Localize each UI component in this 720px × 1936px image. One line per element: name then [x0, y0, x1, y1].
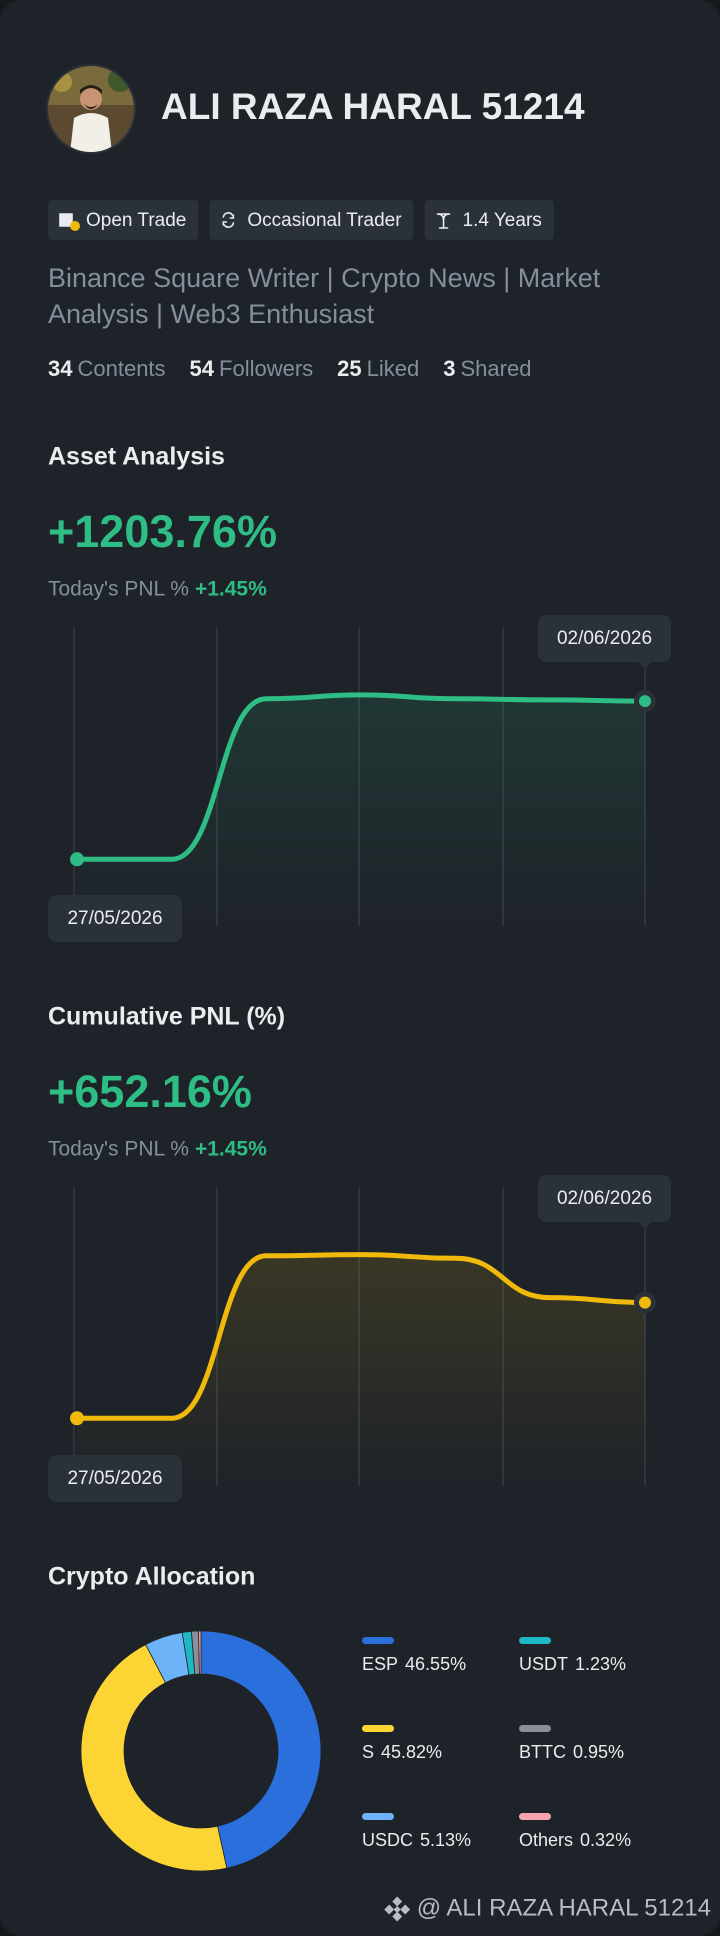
legend-name: USDT [519, 1654, 568, 1674]
line [74, 692, 648, 862]
badge-label: Occasional Trader [247, 210, 402, 231]
date-bubble [538, 615, 671, 662]
badge: 1.4 Years [424, 200, 554, 240]
bio: Binance Square Writer | Crypto News | Ma… [48, 263, 601, 329]
stat-count: 3 [443, 356, 455, 381]
donut-segment [198, 1630, 202, 1675]
badge-background [209, 200, 414, 240]
legend-swatch [519, 1813, 551, 1820]
date-bubble [538, 1175, 671, 1222]
stat-label: Shared [461, 356, 532, 381]
stat-count: 25 [337, 356, 361, 381]
legend-swatch [362, 1637, 394, 1644]
date-bubble [48, 895, 182, 942]
start-dot [70, 1411, 84, 1426]
badge-label: 1.4 Years [463, 210, 542, 231]
section-title: Asset Analysis [48, 443, 225, 471]
headline-value: +652.16% [48, 1066, 252, 1117]
stat-count: 34 [48, 356, 73, 381]
start-date: 27/05/2026 [67, 908, 162, 929]
legend-swatch [362, 1725, 394, 1732]
legend-name: Others [519, 1830, 573, 1850]
end-date: 02/06/2026 [557, 628, 652, 649]
line-area [77, 694, 645, 926]
line [74, 1252, 648, 1421]
avatar-ring [46, 64, 136, 154]
end-date: 02/06/2026 [557, 1188, 652, 1209]
badge: Open Trade [48, 200, 199, 240]
badge-label: Open Trade [86, 210, 186, 231]
binance-logo [384, 1896, 411, 1922]
footer-text: @ ALI RAZA HARAL 51214 [417, 1894, 711, 1921]
legend-value: 0.32% [580, 1830, 631, 1850]
stat-label: Contents [77, 356, 165, 381]
start-date: 27/05/2026 [67, 1468, 162, 1489]
legend-value: 1.23% [575, 1654, 626, 1674]
legend-name: USDC [362, 1830, 413, 1850]
pnl-label: Today's PNL % [48, 1138, 189, 1161]
pnl-label: Today's PNL % [48, 578, 189, 601]
end-dot [639, 1296, 651, 1309]
stat-label: Liked [367, 356, 420, 381]
badge: Occasional Trader [209, 200, 414, 240]
line-area [77, 1254, 645, 1486]
badge-background [424, 200, 554, 240]
section-title: Crypto Allocation [48, 1563, 255, 1591]
legend-name: S [362, 1742, 374, 1762]
bio-box: Binance Square Writer | Crypto News | Ma… [48, 263, 601, 329]
section-title: Cumulative PNL (%) [48, 1003, 285, 1031]
pnl-value: +1.45% [195, 1138, 267, 1161]
avatar[interactable] [47, 65, 135, 153]
date-bubble-pointer [639, 1222, 651, 1230]
donut-segment [80, 1643, 228, 1872]
legend-value: 46.55% [405, 1654, 466, 1674]
pnl-value: +1.45% [195, 578, 267, 601]
stat-count: 54 [190, 356, 215, 381]
legend-swatch [519, 1725, 551, 1732]
donut-segment [200, 1630, 322, 1869]
profile-name: ALI RAZA HARAL 51214 [161, 86, 585, 127]
date-bubble-pointer [639, 662, 651, 670]
start-dot [70, 852, 84, 867]
headline-value: +1203.76% [48, 506, 277, 557]
legend-swatch [519, 1637, 551, 1644]
legend-value: 45.82% [381, 1742, 442, 1762]
legend-swatch [362, 1813, 394, 1820]
badge-check [70, 221, 80, 231]
legend-value: 5.13% [420, 1830, 471, 1850]
badge-background [48, 200, 199, 240]
legend-name: BTTC [519, 1742, 566, 1762]
end-dot [639, 695, 651, 708]
stat-label: Followers [219, 356, 313, 381]
date-bubble [48, 1455, 182, 1502]
badge-icon [59, 213, 73, 227]
badge-icon [436, 213, 451, 229]
legend-name: ESP [362, 1654, 398, 1674]
badge-icon [222, 212, 235, 228]
legend-value: 0.95% [573, 1742, 624, 1762]
